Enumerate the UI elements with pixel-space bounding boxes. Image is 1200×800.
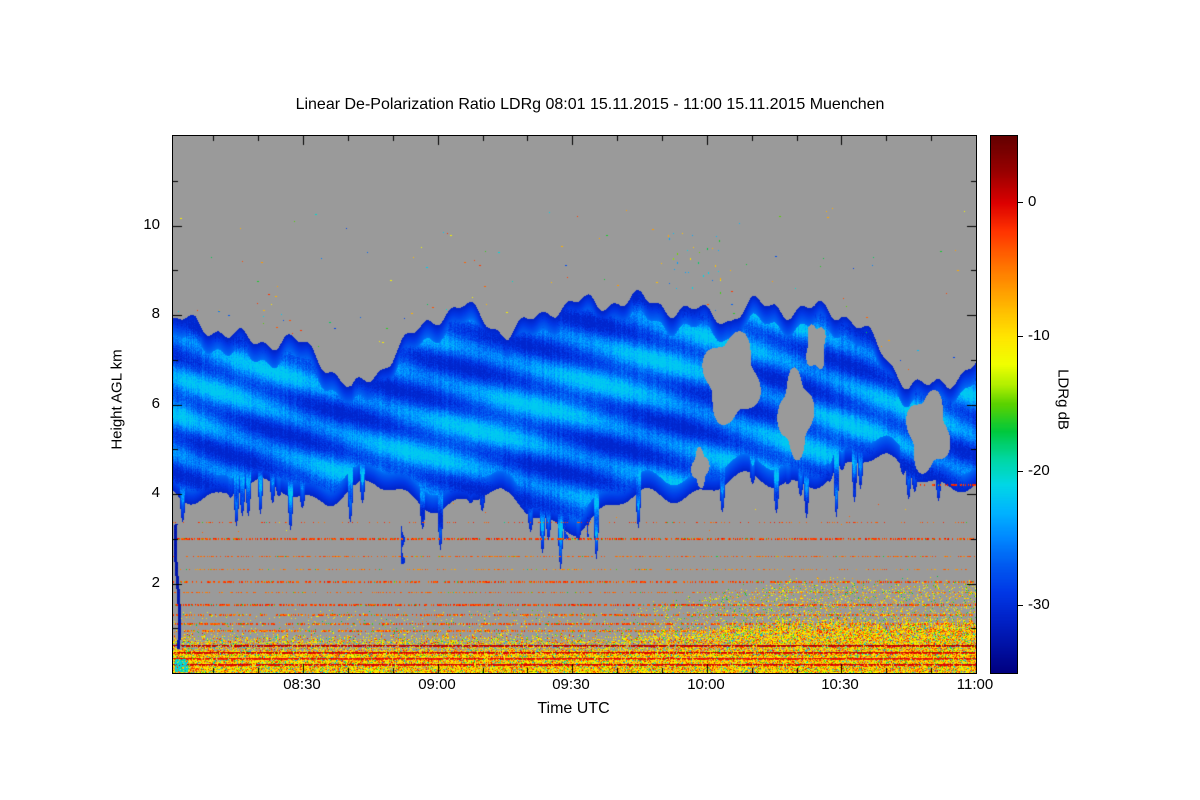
y-tick-label: 2 (151, 574, 160, 591)
x-tick-label: 09:30 (552, 676, 590, 693)
y-tick-label: 4 (151, 484, 160, 501)
colorbar-tick-label: 0 (1028, 193, 1037, 210)
colorbar-canvas (991, 136, 1017, 673)
x-tick-label: 09:00 (418, 676, 456, 693)
colorbar-label: LDRg dB (1054, 369, 1072, 430)
colorbar-tick-label: -10 (1028, 327, 1050, 344)
heatmap-canvas (173, 136, 976, 673)
colorbar-tick (1017, 336, 1023, 337)
chart-title: Linear De-Polarization Ratio LDRg 08:01 … (295, 96, 885, 113)
x-axis-label: Time UTC (537, 700, 610, 717)
y-tick-label: 6 (151, 395, 160, 412)
colorbar (990, 135, 1018, 674)
y-tick-label: 10 (143, 216, 160, 233)
y-tick-label: 8 (151, 305, 160, 322)
colorbar-tick-label: -30 (1028, 596, 1050, 613)
x-tick-label: 08:30 (283, 676, 321, 693)
x-tick-label: 10:00 (687, 676, 725, 693)
colorbar-tick-label: -20 (1028, 462, 1050, 479)
plot-area (172, 135, 977, 674)
x-tick-label: 11:00 (956, 676, 994, 693)
x-tick-label: 10:30 (821, 676, 859, 693)
colorbar-tick (1017, 471, 1023, 472)
colorbar-tick (1017, 202, 1023, 203)
colorbar-tick (1017, 605, 1023, 606)
